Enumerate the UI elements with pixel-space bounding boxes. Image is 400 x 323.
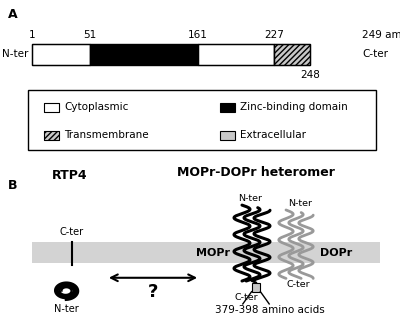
Text: A: A <box>8 8 18 21</box>
Text: ?: ? <box>148 283 158 301</box>
Text: N-ter: N-ter <box>238 194 262 203</box>
Text: Zinc-binding domain: Zinc-binding domain <box>240 102 348 112</box>
Bar <box>28 90 376 150</box>
Bar <box>274 44 310 65</box>
Text: Extracellular: Extracellular <box>240 130 306 140</box>
Text: Cytoplasmic: Cytoplasmic <box>64 102 128 112</box>
Bar <box>32 44 90 65</box>
Text: B: B <box>8 179 18 192</box>
Text: 249 amino acids: 249 amino acids <box>362 30 400 40</box>
Bar <box>44 131 59 140</box>
Bar <box>90 44 198 65</box>
Bar <box>198 44 274 65</box>
Text: 248: 248 <box>300 70 320 80</box>
Text: C-ter: C-ter <box>362 49 388 59</box>
Text: N-ter: N-ter <box>54 304 78 314</box>
Text: MOPr: MOPr <box>196 248 230 258</box>
Text: N-ter: N-ter <box>288 199 312 208</box>
Bar <box>44 103 59 112</box>
Text: C-ter: C-ter <box>286 280 310 289</box>
Text: Transmembrane: Transmembrane <box>64 130 149 140</box>
Bar <box>274 44 310 65</box>
Bar <box>220 103 235 112</box>
Text: 379-398 amino acids: 379-398 amino acids <box>215 305 325 315</box>
Text: 161: 161 <box>188 30 208 40</box>
Text: RTP4: RTP4 <box>52 170 88 182</box>
Text: N-ter: N-ter <box>2 49 28 59</box>
Text: DOPr: DOPr <box>320 248 352 258</box>
Text: 227: 227 <box>264 30 284 40</box>
Text: C-ter: C-ter <box>60 227 84 237</box>
Text: C-ter: C-ter <box>234 293 258 302</box>
Bar <box>252 283 260 292</box>
Bar <box>44 131 59 140</box>
Text: 51: 51 <box>83 30 97 40</box>
Bar <box>32 242 380 263</box>
Bar <box>198 44 274 65</box>
Bar <box>220 131 235 140</box>
Bar <box>32 44 90 65</box>
Text: MOPr-DOPr heteromer: MOPr-DOPr heteromer <box>177 166 335 179</box>
Text: 1: 1 <box>29 30 35 40</box>
Bar <box>44 103 59 112</box>
